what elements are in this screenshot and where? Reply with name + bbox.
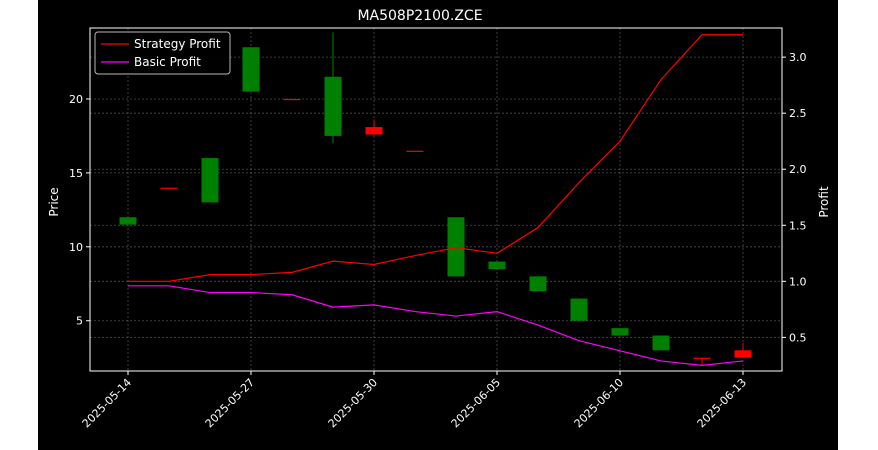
candle bbox=[652, 335, 670, 351]
chart-figure: 2025-05-14 2025-05-27 2025-05-30 2025-06-05… bbox=[38, 0, 838, 450]
y-axis-left-label: Price bbox=[47, 187, 61, 216]
candle bbox=[365, 119, 383, 136]
candle-body bbox=[324, 76, 342, 136]
y-left-tick-label: 15 bbox=[69, 167, 83, 180]
legend: Strategy Profit Basic Profit bbox=[94, 31, 231, 75]
candle-body bbox=[365, 127, 383, 135]
candle-body bbox=[119, 217, 137, 225]
candle-body bbox=[242, 47, 260, 92]
candle-body bbox=[160, 187, 178, 189]
y-left-tick-label: 5 bbox=[76, 315, 83, 328]
candle bbox=[611, 328, 629, 336]
candle-body bbox=[201, 158, 219, 203]
chart-svg: 2025-05-14 2025-05-27 2025-05-30 2025-06-05… bbox=[38, 0, 838, 450]
profit-lines bbox=[128, 34, 744, 366]
candle bbox=[570, 298, 588, 321]
candle-body bbox=[447, 217, 465, 277]
y-right-tick-label: 3.0 bbox=[789, 51, 807, 64]
candle bbox=[693, 357, 711, 366]
candle bbox=[324, 32, 342, 144]
legend-box bbox=[94, 31, 231, 75]
series-line-strategy-profit bbox=[128, 34, 743, 282]
y-right-tick-label: 2.0 bbox=[789, 163, 807, 176]
series-line-basic-profit bbox=[128, 285, 744, 366]
candle bbox=[406, 150, 424, 152]
y-right-tick-label: 0.5 bbox=[789, 331, 807, 344]
y-right-tick-label: 2.5 bbox=[789, 107, 807, 120]
axes-frame bbox=[89, 27, 783, 372]
candle bbox=[529, 276, 547, 292]
candle-body bbox=[570, 298, 588, 321]
y-left-tick-label: 10 bbox=[69, 241, 83, 254]
candle bbox=[447, 217, 465, 277]
candle bbox=[242, 47, 260, 92]
y-axis-right-label: Profit bbox=[817, 186, 831, 218]
candle-body bbox=[283, 98, 301, 101]
candle bbox=[160, 187, 178, 189]
y-left-tick-label: 20 bbox=[69, 93, 83, 106]
candle-body bbox=[406, 150, 424, 152]
legend-label-basic-profit: Basic Profit bbox=[134, 55, 201, 69]
candle bbox=[734, 342, 752, 358]
candle bbox=[283, 98, 301, 101]
candle-body bbox=[488, 261, 506, 269]
candle-body bbox=[652, 335, 670, 351]
candles bbox=[119, 32, 752, 366]
candle-body bbox=[611, 328, 629, 336]
candle bbox=[201, 158, 219, 203]
y-right-tick-label: 1.5 bbox=[789, 219, 807, 232]
candle bbox=[119, 217, 137, 225]
y-right-tick-label: 1.0 bbox=[789, 275, 807, 288]
candle-body bbox=[693, 357, 711, 359]
candle-body bbox=[734, 350, 752, 358]
legend-label-strategy-profit: Strategy Profit bbox=[134, 37, 221, 51]
candle bbox=[488, 261, 506, 269]
chart-title: MA508P2100.ZCE bbox=[357, 8, 482, 24]
candle-body bbox=[529, 276, 547, 292]
